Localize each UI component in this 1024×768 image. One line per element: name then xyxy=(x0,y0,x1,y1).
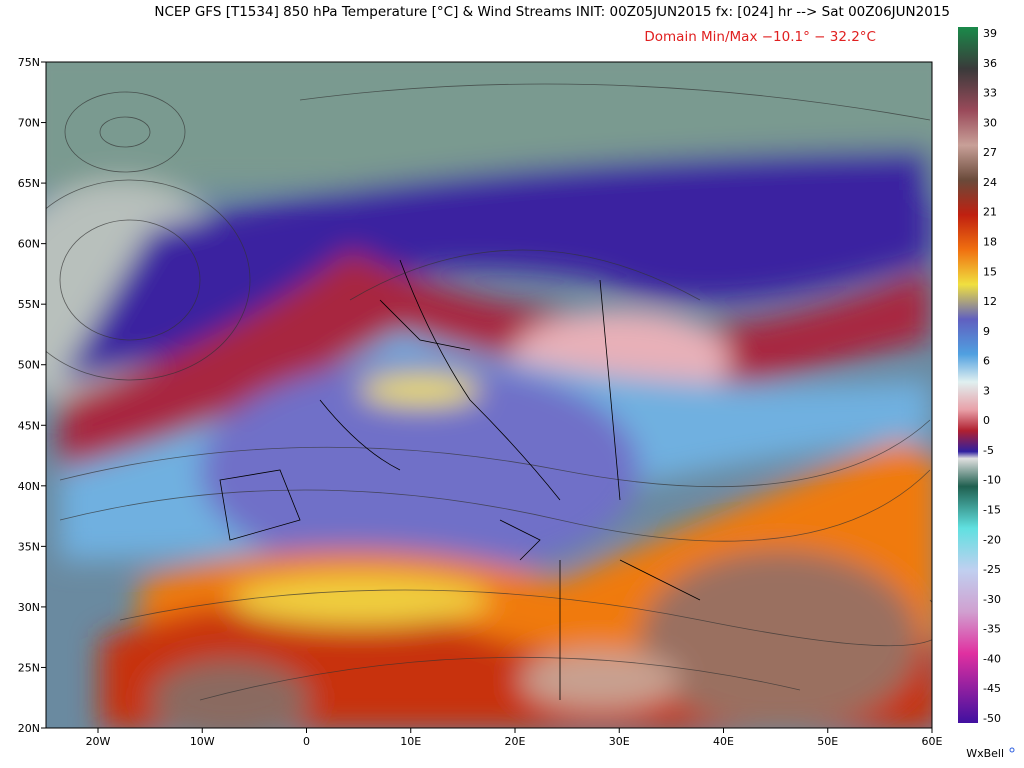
colorbar-label: 30 xyxy=(983,116,997,129)
map-frame xyxy=(45,61,933,729)
subtitle: Domain Min/Max −10.1° − 32.2°C xyxy=(644,29,876,45)
temperature-field xyxy=(46,62,932,728)
lon-label: 0 xyxy=(303,735,310,748)
colorbar-label: -20 xyxy=(983,533,1001,546)
colorbar-label: 24 xyxy=(983,176,997,189)
lon-label: 40E xyxy=(713,735,734,748)
colorbar-label: -15 xyxy=(983,504,1001,517)
lat-label: 45N xyxy=(18,419,40,432)
colorbar-label: -50 xyxy=(983,712,1001,725)
lon-label: 30E xyxy=(609,735,630,748)
colorbar-label: 33 xyxy=(983,87,997,100)
lat-label: 75N xyxy=(18,56,40,69)
colorbar-label: -30 xyxy=(983,593,1001,606)
wind-streams xyxy=(46,83,932,701)
lat-label: 25N xyxy=(18,661,40,674)
colorbar-label: 6 xyxy=(983,355,990,368)
colorbar-label: 9 xyxy=(983,325,990,338)
colorbar-label: 18 xyxy=(983,235,997,248)
colorbar-label: 27 xyxy=(983,146,997,159)
colorbar-label: 0 xyxy=(983,414,990,427)
borders xyxy=(219,259,701,700)
colorbar-label: -25 xyxy=(983,563,1001,576)
colorbar xyxy=(958,27,978,723)
lat-label: 70N xyxy=(18,117,40,130)
lon-label: 20E xyxy=(505,735,526,748)
colorbar-label: 15 xyxy=(983,265,997,278)
lon-label: 60E xyxy=(922,735,943,748)
lon-label: 10W xyxy=(190,735,215,748)
colorbar-label: -5 xyxy=(983,444,994,457)
colorbar-label: 39 xyxy=(983,27,997,40)
colorbar-label: -10 xyxy=(983,474,1001,487)
colorbar-label: 21 xyxy=(983,206,997,219)
credit: WxBell xyxy=(966,747,1004,760)
lon-label: 50E xyxy=(817,735,838,748)
colorbar-label: 36 xyxy=(983,57,997,70)
lat-label: 50N xyxy=(18,359,40,372)
lon-label: 20W xyxy=(86,735,111,748)
lat-label: 60N xyxy=(18,238,40,251)
lat-label: 30N xyxy=(18,601,40,614)
lat-label: 55N xyxy=(18,298,40,311)
lat-label: 65N xyxy=(18,177,40,190)
lon-label: 10E xyxy=(400,735,421,748)
lat-label: 40N xyxy=(18,480,40,493)
title: NCEP GFS [T1534] 850 hPa Temperature [°C… xyxy=(154,4,950,20)
lat-label: 35N xyxy=(18,540,40,553)
colorbar-label: 12 xyxy=(983,295,997,308)
colorbar-label: -40 xyxy=(983,652,1001,665)
credit-logo xyxy=(1009,747,1015,753)
colorbar-label: -45 xyxy=(983,682,1001,695)
colorbar-label: 3 xyxy=(983,384,990,397)
colorbar-label: -35 xyxy=(983,623,1001,636)
lat-label: 20N xyxy=(18,722,40,735)
